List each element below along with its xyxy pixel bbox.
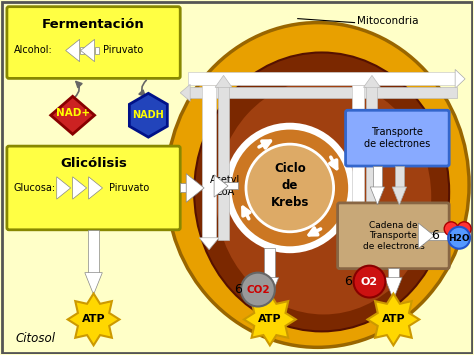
Polygon shape [57, 177, 71, 199]
FancyBboxPatch shape [7, 146, 180, 230]
Circle shape [246, 144, 334, 232]
Polygon shape [367, 294, 419, 345]
Polygon shape [418, 223, 434, 248]
Text: O2: O2 [361, 277, 378, 286]
Bar [180, 184, 186, 192]
Text: Piruvato: Piruvato [109, 183, 149, 193]
Bar [264, 248, 275, 278]
Ellipse shape [216, 80, 431, 315]
Text: NAD+: NAD+ [55, 108, 90, 118]
Text: Fermentación: Fermentación [42, 18, 145, 31]
Text: ATP: ATP [382, 315, 405, 324]
Bar [388, 268, 399, 278]
Text: Mitocondria: Mitocondria [356, 16, 418, 26]
Bar [94, 47, 99, 54]
Bar [352, 85, 365, 235]
Polygon shape [261, 278, 279, 300]
Polygon shape [244, 294, 296, 345]
Polygon shape [348, 233, 367, 245]
Polygon shape [199, 238, 219, 250]
Text: Citosol: Citosol [16, 332, 56, 345]
Bar [218, 85, 229, 240]
Polygon shape [392, 187, 407, 205]
Text: Acetyl
CoA: Acetyl CoA [210, 175, 240, 197]
Text: Glucosa:: Glucosa: [14, 183, 56, 193]
Ellipse shape [166, 23, 469, 347]
FancyBboxPatch shape [337, 203, 449, 269]
Text: 6: 6 [431, 229, 439, 242]
Circle shape [448, 227, 470, 249]
Text: Ciclo
de
Krebs: Ciclo de Krebs [271, 163, 309, 209]
Polygon shape [455, 70, 465, 88]
Ellipse shape [194, 53, 449, 332]
Polygon shape [370, 187, 384, 205]
Polygon shape [215, 75, 232, 87]
Circle shape [230, 128, 349, 248]
Bar [214, 182, 238, 190]
FancyBboxPatch shape [7, 7, 180, 78]
Polygon shape [89, 177, 102, 199]
Bar [373, 166, 382, 187]
Polygon shape [364, 75, 381, 87]
Bar [188, 87, 457, 98]
Polygon shape [180, 84, 190, 101]
Text: Transporte
de electrones: Transporte de electrones [364, 127, 430, 149]
Circle shape [241, 273, 275, 306]
Text: Cadena de
Transporte
de electrones: Cadena de Transporte de electrones [363, 221, 424, 251]
Polygon shape [214, 175, 228, 197]
Polygon shape [66, 39, 80, 62]
Bar [395, 166, 404, 187]
Bar [188, 72, 457, 85]
Polygon shape [186, 174, 204, 202]
Circle shape [444, 222, 458, 236]
Circle shape [457, 222, 471, 236]
Polygon shape [384, 278, 402, 300]
Circle shape [354, 266, 385, 297]
Bar [418, 232, 449, 240]
Bar [202, 85, 216, 240]
Text: ATP: ATP [258, 315, 282, 324]
Text: CO2: CO2 [246, 285, 270, 295]
Circle shape [228, 126, 352, 250]
Bar [88, 230, 99, 273]
Polygon shape [81, 39, 94, 62]
Polygon shape [73, 177, 87, 199]
Text: Alcohol:: Alcohol: [14, 45, 53, 55]
Text: H2O: H2O [448, 234, 470, 243]
Polygon shape [51, 96, 94, 134]
Polygon shape [68, 294, 119, 345]
Text: 6: 6 [234, 283, 242, 296]
Polygon shape [129, 93, 167, 137]
Bar [366, 85, 377, 235]
Polygon shape [85, 273, 102, 295]
Text: ATP: ATP [82, 315, 105, 324]
Bar [80, 47, 83, 54]
Text: NADH: NADH [132, 110, 164, 120]
Text: Glicólisis: Glicólisis [60, 157, 127, 170]
Text: Piruvato: Piruvato [102, 45, 143, 55]
Text: 6: 6 [344, 275, 352, 288]
FancyBboxPatch shape [346, 110, 449, 166]
